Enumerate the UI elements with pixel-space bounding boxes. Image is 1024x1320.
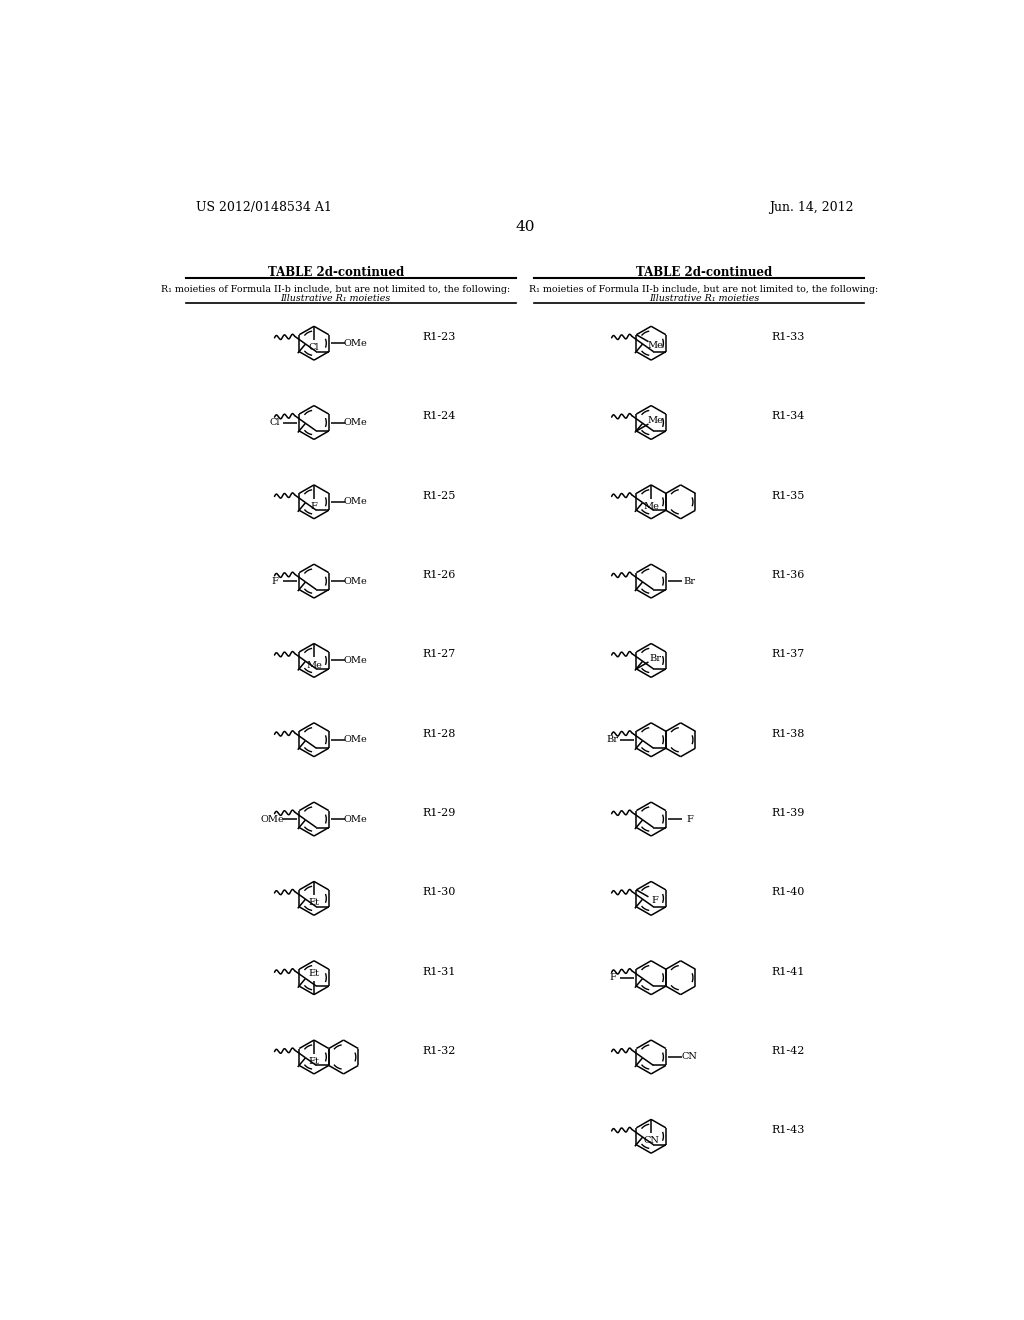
Text: Et: Et [308,969,319,978]
Text: R1-40: R1-40 [771,887,805,898]
Text: Et: Et [308,1057,319,1067]
Text: Me: Me [647,341,664,350]
Text: Illustrative R₁ moieties: Illustrative R₁ moieties [648,294,759,302]
Text: R1-25: R1-25 [423,491,456,500]
Text: OMe: OMe [344,498,368,507]
Text: R1-32: R1-32 [423,1045,456,1056]
Text: R1-26: R1-26 [423,570,456,579]
Text: R1-39: R1-39 [771,808,805,818]
Text: TABLE 2d-continued: TABLE 2d-continued [636,267,772,280]
Text: R1-24: R1-24 [423,412,456,421]
Text: CN: CN [682,1052,697,1061]
Text: OMe: OMe [344,577,368,586]
Text: Br: Br [684,577,696,586]
Text: R1-30: R1-30 [423,887,456,898]
Text: OMe: OMe [344,339,368,347]
Text: US 2012/0148534 A1: US 2012/0148534 A1 [197,201,332,214]
Text: Br: Br [606,735,618,744]
Text: R1-23: R1-23 [423,333,456,342]
Text: Me: Me [643,502,659,511]
Text: R1-34: R1-34 [771,412,805,421]
Text: OMe: OMe [344,418,368,426]
Text: OMe: OMe [260,814,284,824]
Text: Illustrative R₁ moieties: Illustrative R₁ moieties [281,294,391,302]
Text: TABLE 2d-continued: TABLE 2d-continued [267,267,403,280]
Text: R1-43: R1-43 [771,1125,805,1135]
Text: R1-42: R1-42 [771,1045,805,1056]
Text: Cl: Cl [309,343,319,352]
Text: R1-29: R1-29 [423,808,456,818]
Text: OMe: OMe [344,735,368,744]
Text: F: F [609,973,615,982]
Text: R₁ moieties of Formula II-b include, but are not limited to, the following:: R₁ moieties of Formula II-b include, but… [161,285,510,293]
Text: CN: CN [643,1137,659,1146]
Text: R1-38: R1-38 [771,729,805,739]
Text: F: F [686,814,693,824]
Text: Cl: Cl [270,418,281,426]
Text: R1-27: R1-27 [423,649,456,659]
Text: OMe: OMe [344,656,368,665]
Text: R1-28: R1-28 [423,729,456,739]
Text: R1-33: R1-33 [771,333,805,342]
Text: F: F [271,577,279,586]
Text: R1-35: R1-35 [771,491,805,500]
Text: F: F [651,896,658,906]
Text: R1-31: R1-31 [423,966,456,977]
Text: 40: 40 [515,220,535,234]
Text: Br: Br [649,653,662,663]
Text: F: F [310,502,317,511]
Text: R1-37: R1-37 [771,649,805,659]
Text: Jun. 14, 2012: Jun. 14, 2012 [769,201,853,214]
Text: Me: Me [306,660,322,669]
Text: Me: Me [647,416,664,425]
Text: R1-36: R1-36 [771,570,805,579]
Text: Et: Et [308,899,319,907]
Text: OMe: OMe [344,814,368,824]
Text: R₁ moieties of Formula II-b include, but are not limited to, the following:: R₁ moieties of Formula II-b include, but… [529,285,879,293]
Text: R1-41: R1-41 [771,966,805,977]
